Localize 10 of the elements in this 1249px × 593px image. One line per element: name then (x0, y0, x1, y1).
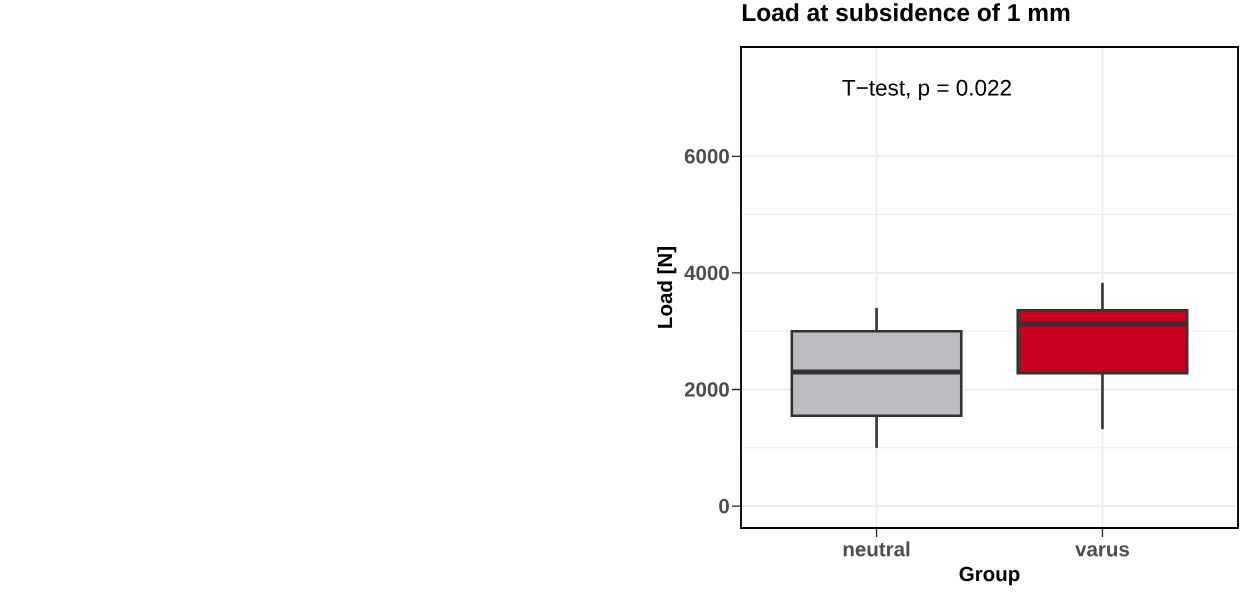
y-tick-label: 0 (719, 498, 729, 514)
annotation: T−test, p = 0.022 (842, 79, 1011, 101)
x-tick-label: varus (1075, 545, 1129, 557)
x-axis-title: Group (959, 566, 1020, 586)
y-tick-label: 4000 (684, 265, 729, 281)
y-tick-label: 6000 (684, 149, 729, 164)
y-axis-title: Load [N] (657, 247, 677, 328)
chart-title: Load at subsidence of 1 mm (742, 3, 1070, 22)
x-tick-label: neutral (843, 541, 910, 557)
y-tick-label: 2000 (684, 382, 729, 397)
